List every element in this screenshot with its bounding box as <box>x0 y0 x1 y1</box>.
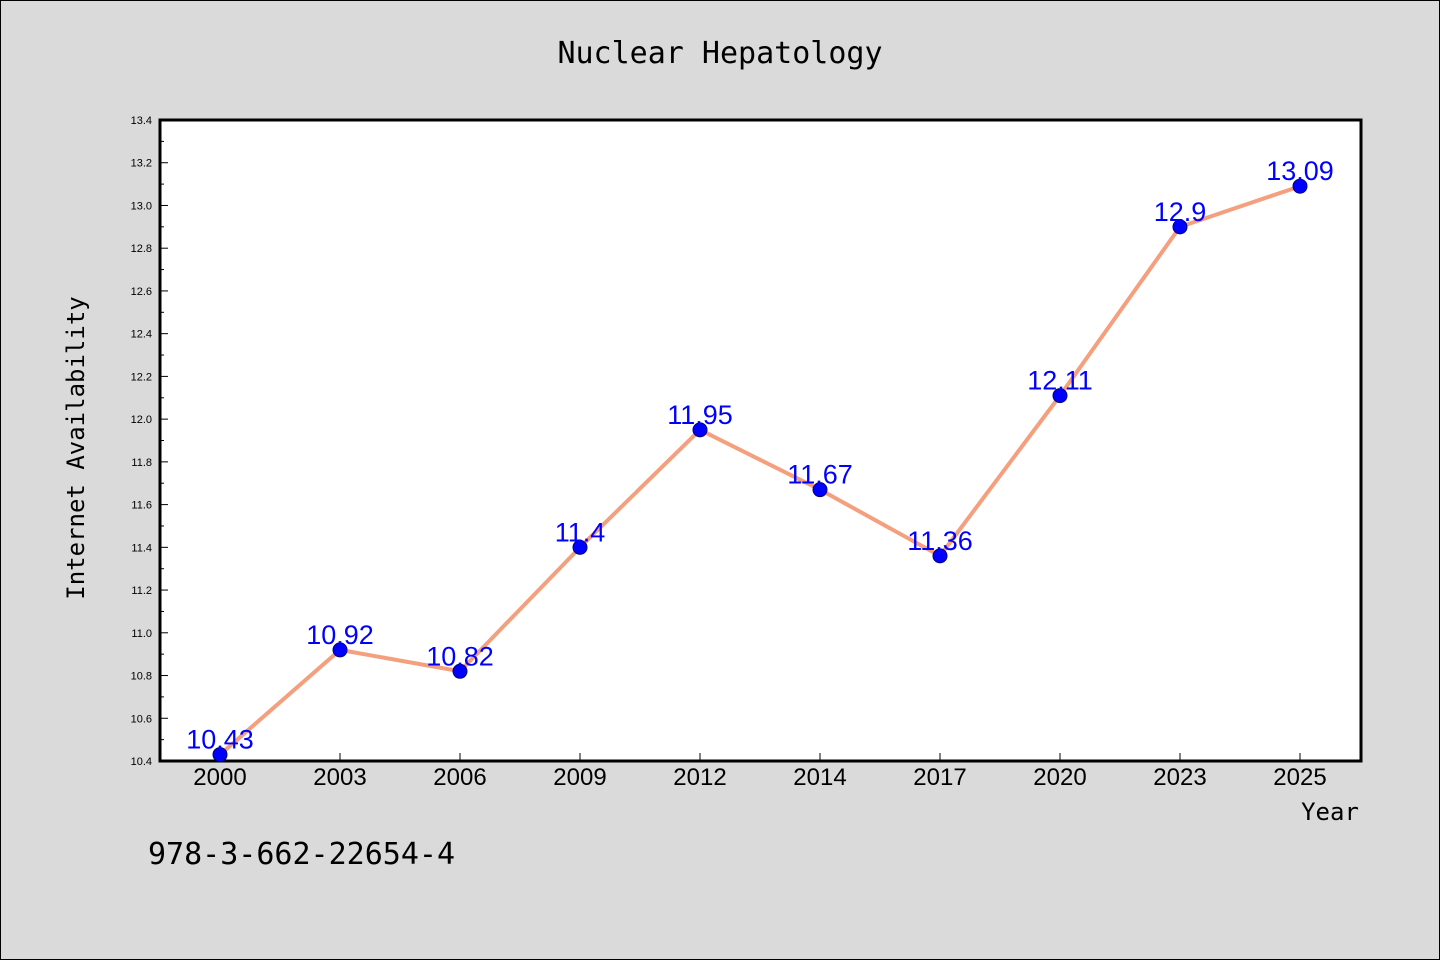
data-label: 13.09 <box>1266 156 1334 186</box>
y-tick-label: 12.0 <box>131 414 152 426</box>
y-axis: 10.4 10.6 10.8 11.0 11.2 11.4 11.6 11.8 12.0 12.2… <box>131 115 168 768</box>
data-point <box>332 642 348 658</box>
data-label: 11.67 <box>787 460 853 490</box>
data-label: 10.43 <box>186 725 254 755</box>
y-tick-label: 11.0 <box>131 628 152 640</box>
y-axis-label: Internet Availability <box>62 296 90 599</box>
x-tick-label: 2003 <box>313 764 366 791</box>
x-tick-label: 2012 <box>673 764 726 791</box>
data-point <box>692 422 708 438</box>
y-tick-label: 13.0 <box>131 200 152 212</box>
data-point <box>572 539 588 555</box>
data-point <box>452 663 468 679</box>
series-line <box>218 184 1301 757</box>
footnote-isbn: 978-3-662-22654-4 <box>148 837 455 872</box>
y-tick-label: 11.2 <box>131 585 152 597</box>
y-tick-label: 10.6 <box>131 713 152 725</box>
y-tick-label: 11.8 <box>131 457 152 469</box>
x-tick-label: 2006 <box>433 764 486 791</box>
data-point <box>932 548 948 564</box>
data-label: 11.36 <box>907 526 973 556</box>
x-tick-label: 2000 <box>193 764 246 791</box>
x-axis: 2000 2003 2006 2009 2012 2014 2017 2020 2023 2025 <box>193 753 1327 791</box>
data-label: 11.4 <box>555 517 606 547</box>
x-tick-label: 2017 <box>913 764 966 791</box>
data-point <box>1172 219 1188 235</box>
x-tick-label: 2023 <box>1153 764 1206 791</box>
x-tick-label: 2014 <box>793 764 846 791</box>
y-tick-label: 12.4 <box>131 329 152 341</box>
x-axis-label: Year <box>1301 798 1359 826</box>
data-labels: 10.43 10.92 10.82 11.4 11.95 11.67 11.36 12.11 1… <box>186 156 1334 754</box>
data-label: 12.9 <box>1154 197 1207 227</box>
y-tick-label: 10.8 <box>131 671 152 683</box>
data-label: 10.82 <box>426 641 494 671</box>
y-tick-label: 12.6 <box>131 286 152 298</box>
y-tick-label: 12.2 <box>131 371 152 383</box>
chart-title: Nuclear Hepatology <box>557 36 882 71</box>
series-markers <box>212 178 1308 763</box>
y-tick-label: 13.4 <box>131 115 152 127</box>
y-tick-label: 13.2 <box>131 158 152 170</box>
data-label: 11.95 <box>667 400 733 430</box>
x-tick-label: 2009 <box>553 764 606 791</box>
data-label: 12.11 <box>1027 366 1093 396</box>
x-tick-label: 2025 <box>1273 764 1326 791</box>
x-tick-label: 2020 <box>1033 764 1086 791</box>
y-tick-label: 11.6 <box>131 500 152 512</box>
y-tick-label: 12.8 <box>131 243 152 255</box>
y-tick-label: 10.4 <box>131 756 152 768</box>
data-label: 10.92 <box>306 620 374 650</box>
y-tick-label: 11.4 <box>131 542 152 554</box>
data-point <box>1052 388 1068 404</box>
data-point <box>1292 178 1308 194</box>
data-point <box>812 482 828 498</box>
data-point <box>212 747 228 763</box>
